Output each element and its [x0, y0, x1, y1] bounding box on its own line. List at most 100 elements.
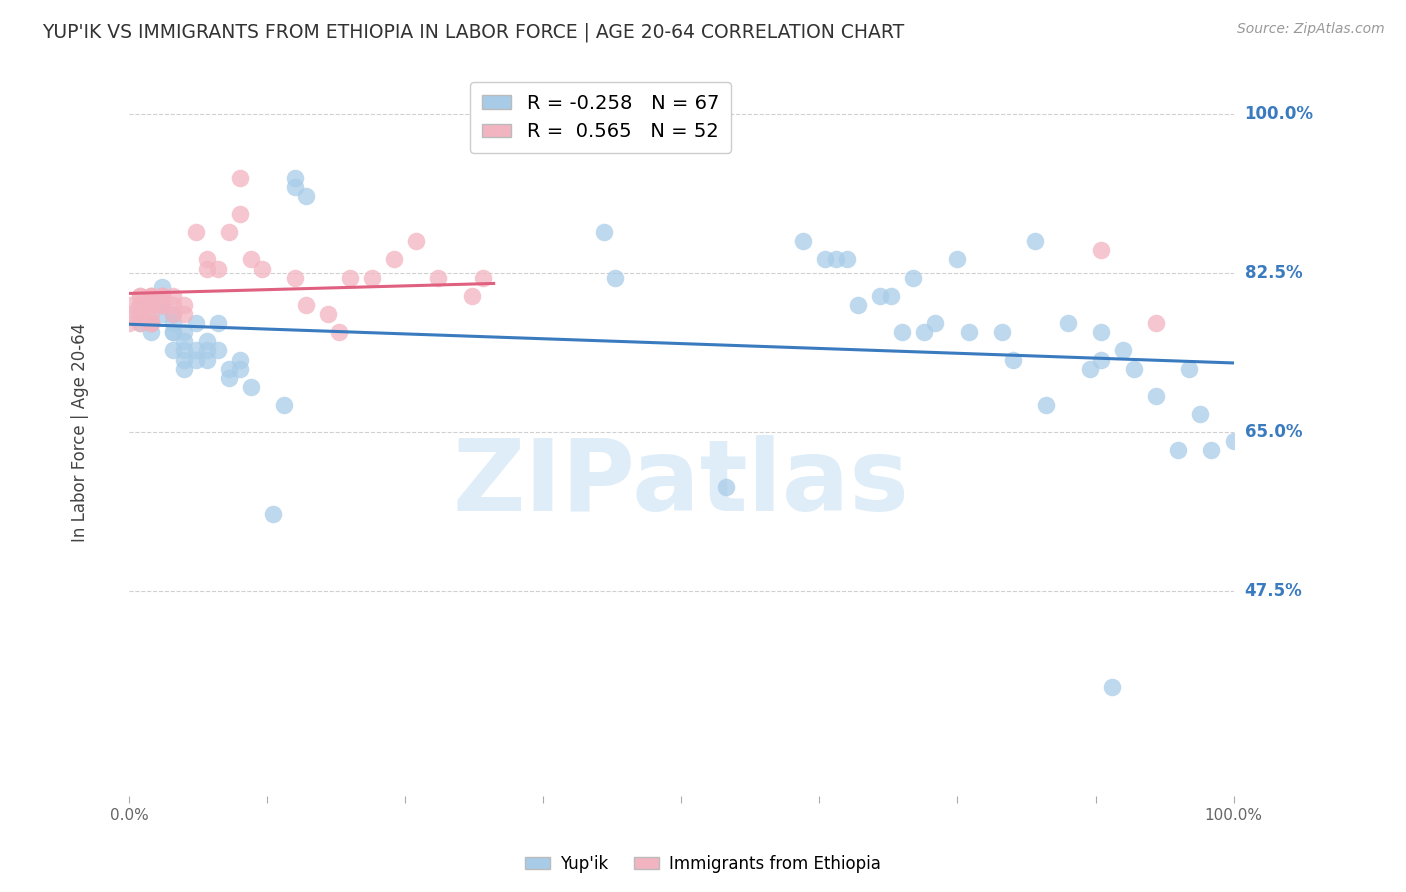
- Point: [141, 325, 163, 339]
- Point: [361, 270, 384, 285]
- Point: [880, 289, 903, 303]
- Point: [1035, 398, 1057, 412]
- Point: [152, 307, 174, 321]
- Point: [228, 207, 250, 221]
- Point: [1078, 361, 1101, 376]
- Point: [295, 298, 318, 312]
- Point: [141, 289, 163, 303]
- Point: [1167, 443, 1189, 458]
- Point: [1090, 325, 1112, 339]
- Point: [195, 352, 218, 367]
- Point: [471, 270, 494, 285]
- Point: [316, 307, 339, 321]
- Point: [141, 316, 163, 330]
- Point: [152, 289, 174, 303]
- Point: [152, 289, 174, 303]
- Point: [129, 307, 152, 321]
- Point: [239, 252, 262, 267]
- Point: [869, 289, 891, 303]
- Point: [295, 189, 318, 203]
- Text: ZIPatlas: ZIPatlas: [453, 434, 910, 532]
- Point: [162, 325, 184, 339]
- Point: [162, 325, 184, 339]
- Point: [129, 316, 152, 330]
- Point: [262, 507, 284, 521]
- Point: [339, 270, 361, 285]
- Point: [141, 289, 163, 303]
- Legend: Yup'ik, Immigrants from Ethiopia: Yup'ik, Immigrants from Ethiopia: [519, 848, 887, 880]
- Point: [195, 252, 218, 267]
- Point: [228, 352, 250, 367]
- Point: [846, 298, 869, 312]
- Point: [218, 225, 240, 239]
- Point: [1201, 443, 1223, 458]
- Point: [162, 316, 184, 330]
- Point: [184, 343, 207, 358]
- Point: [152, 289, 174, 303]
- Text: YUP'IK VS IMMIGRANTS FROM ETHIOPIA IN LABOR FORCE | AGE 20-64 CORRELATION CHART: YUP'IK VS IMMIGRANTS FROM ETHIOPIA IN LA…: [42, 22, 904, 42]
- Point: [605, 270, 627, 285]
- Point: [173, 307, 195, 321]
- Point: [129, 298, 152, 312]
- Point: [195, 261, 218, 276]
- Point: [118, 298, 141, 312]
- Text: 47.5%: 47.5%: [1244, 582, 1302, 600]
- Point: [792, 235, 814, 249]
- Point: [152, 298, 174, 312]
- Point: [218, 370, 240, 384]
- Text: 65.0%: 65.0%: [1244, 423, 1302, 442]
- Point: [195, 334, 218, 349]
- Point: [141, 289, 163, 303]
- Point: [152, 279, 174, 293]
- Point: [184, 225, 207, 239]
- Point: [152, 298, 174, 312]
- Point: [162, 289, 184, 303]
- Point: [957, 325, 980, 339]
- Point: [129, 316, 152, 330]
- Point: [593, 225, 616, 239]
- Point: [141, 316, 163, 330]
- Point: [129, 298, 152, 312]
- Point: [129, 289, 152, 303]
- Point: [427, 270, 450, 285]
- Point: [1222, 434, 1244, 449]
- Point: [173, 298, 195, 312]
- Point: [1057, 316, 1080, 330]
- Point: [239, 380, 262, 394]
- Point: [1112, 343, 1135, 358]
- Point: [460, 289, 482, 303]
- Point: [814, 252, 837, 267]
- Point: [173, 361, 195, 376]
- Point: [284, 170, 307, 185]
- Point: [1024, 235, 1046, 249]
- Point: [141, 307, 163, 321]
- Point: [207, 261, 229, 276]
- Point: [1178, 361, 1201, 376]
- Point: [250, 261, 273, 276]
- Point: [382, 252, 405, 267]
- Legend: R = -0.258   N = 67, R =  0.565   N = 52: R = -0.258 N = 67, R = 0.565 N = 52: [470, 82, 731, 153]
- Point: [1144, 316, 1167, 330]
- Point: [129, 289, 152, 303]
- Point: [162, 307, 184, 321]
- Point: [990, 325, 1012, 339]
- Point: [218, 361, 240, 376]
- Point: [195, 343, 218, 358]
- Point: [903, 270, 925, 285]
- Point: [141, 298, 163, 312]
- Point: [129, 298, 152, 312]
- Point: [284, 179, 307, 194]
- Point: [924, 316, 946, 330]
- Point: [1189, 407, 1212, 421]
- Point: [1090, 352, 1112, 367]
- Point: [207, 343, 229, 358]
- Point: [129, 307, 152, 321]
- Point: [835, 252, 858, 267]
- Point: [912, 325, 935, 339]
- Text: In Labor Force | Age 20-64: In Labor Force | Age 20-64: [70, 323, 89, 541]
- Point: [162, 307, 184, 321]
- Point: [173, 352, 195, 367]
- Point: [714, 480, 737, 494]
- Point: [946, 252, 969, 267]
- Point: [891, 325, 914, 339]
